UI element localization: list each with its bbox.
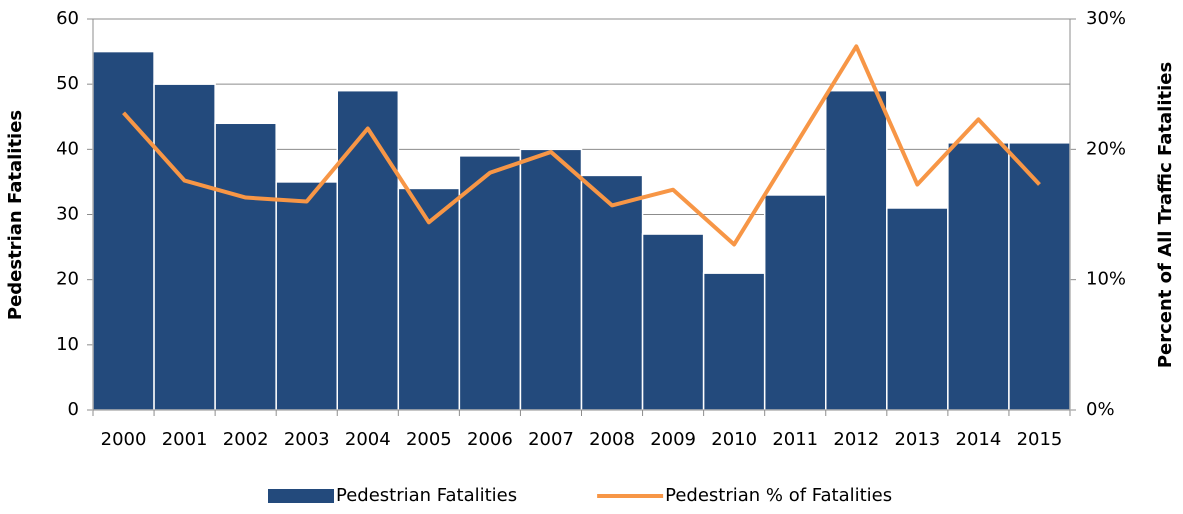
bar bbox=[458, 155, 522, 411]
x-tick-label: 2009 bbox=[650, 429, 696, 450]
y-tick-label: 20 bbox=[56, 269, 79, 290]
y2-tick-label: 10% bbox=[1086, 269, 1126, 290]
y-tick-label: 60 bbox=[56, 8, 79, 29]
bar bbox=[825, 89, 888, 411]
y2-axis-title: Percent of All Traffic Fatalities bbox=[1155, 62, 1176, 368]
legend-swatch bbox=[268, 489, 334, 503]
y-axis-title: Pedestrian Fatalities bbox=[5, 110, 26, 320]
y-tick-label: 40 bbox=[56, 138, 79, 159]
x-tick-label: 2014 bbox=[956, 429, 1002, 450]
y-tick-label: 50 bbox=[56, 73, 79, 94]
bar bbox=[947, 142, 1010, 411]
bar bbox=[763, 194, 827, 411]
y-tick-label: 30 bbox=[56, 204, 79, 225]
bar bbox=[641, 233, 705, 411]
y2-tick-label: 0% bbox=[1086, 399, 1115, 420]
x-tick-label: 2004 bbox=[345, 429, 391, 450]
x-tick-label: 2001 bbox=[162, 429, 208, 450]
x-tick-label: 2000 bbox=[101, 429, 147, 450]
x-tick-label: 2013 bbox=[894, 429, 940, 450]
bar bbox=[702, 272, 766, 411]
y2-tick-label: 30% bbox=[1086, 8, 1126, 29]
legend-label: Pedestrian Fatalities bbox=[336, 485, 517, 506]
bar bbox=[214, 122, 277, 411]
x-tick-label: 2008 bbox=[589, 429, 635, 450]
x-tick-label: 2011 bbox=[772, 429, 818, 450]
bar bbox=[397, 187, 461, 411]
bar bbox=[153, 83, 216, 411]
x-tick-label: 2005 bbox=[406, 429, 452, 450]
bar bbox=[1008, 142, 1071, 411]
bar bbox=[92, 50, 155, 411]
bar bbox=[886, 207, 949, 411]
x-tick-label: 2015 bbox=[1017, 429, 1063, 450]
bar bbox=[580, 174, 644, 411]
legend-label: Pedestrian % of Fatalities bbox=[665, 485, 892, 506]
bar bbox=[519, 148, 583, 411]
y-tick-label: 10 bbox=[56, 334, 79, 355]
bar bbox=[275, 181, 338, 411]
line bbox=[122, 44, 1041, 247]
y2-tick-label: 20% bbox=[1086, 138, 1126, 159]
x-tick-label: 2002 bbox=[223, 429, 269, 450]
y-tick-label: 0 bbox=[68, 399, 79, 420]
bar bbox=[336, 89, 400, 411]
x-tick-label: 2006 bbox=[467, 429, 513, 450]
x-tick-label: 2007 bbox=[528, 429, 574, 450]
x-tick-label: 2010 bbox=[711, 429, 757, 450]
x-tick-label: 2012 bbox=[833, 429, 879, 450]
x-tick-label: 2003 bbox=[284, 429, 330, 450]
